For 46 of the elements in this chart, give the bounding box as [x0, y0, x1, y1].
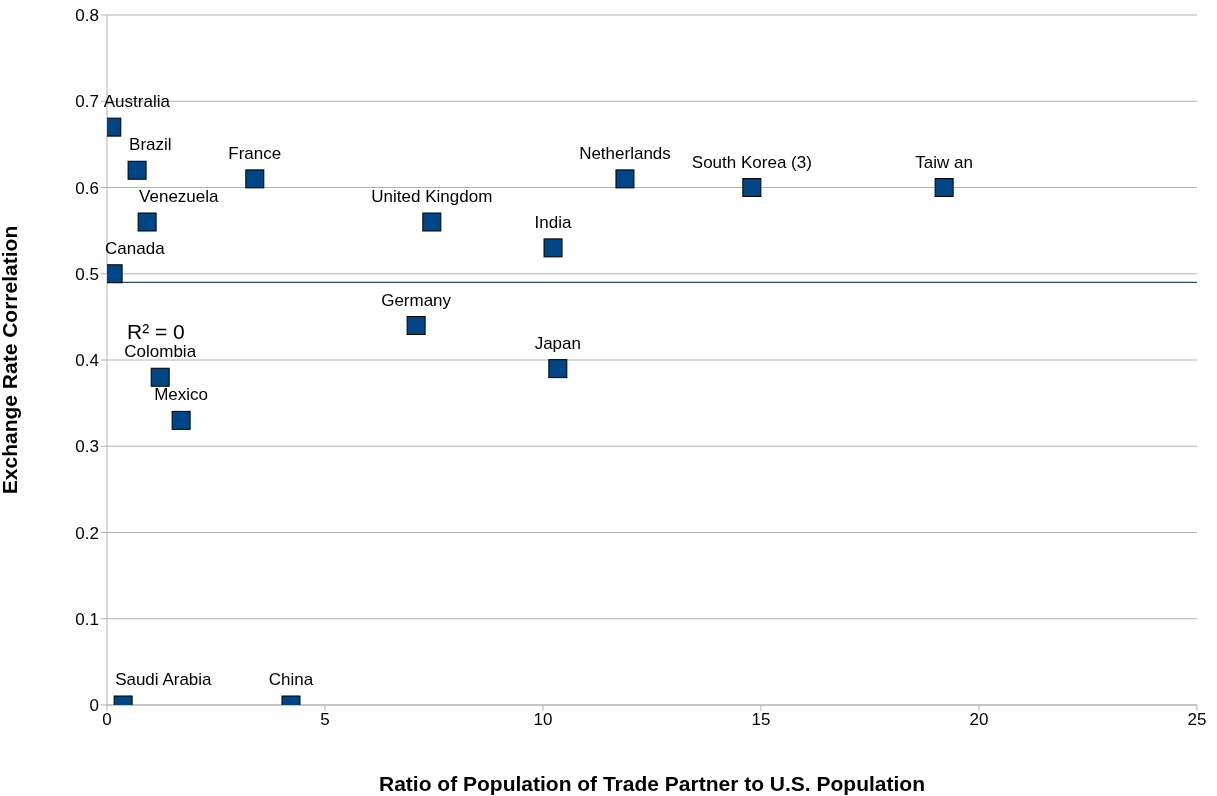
point — [150, 367, 170, 387]
annotation: Venezuela — [139, 187, 220, 206]
x-tick-label: 10 — [533, 710, 553, 730]
point — [137, 212, 157, 232]
point — [548, 359, 568, 379]
x-tick-label: 20 — [969, 710, 989, 730]
annotation: Taiw an — [915, 152, 973, 172]
x-tick-label: 25 — [1187, 710, 1207, 730]
annotation: Colombia — [124, 342, 197, 362]
point — [245, 169, 265, 189]
point — [406, 316, 426, 335]
y-tick-label: 0.6 — [75, 178, 99, 198]
annotation: Netherlands — [579, 143, 671, 163]
point — [171, 410, 191, 430]
annotation: China — [268, 670, 314, 689]
point — [934, 178, 954, 197]
annotation: Saudi Arabia — [115, 670, 213, 689]
annotation: India — [534, 212, 572, 232]
y-tick-label: 0.3 — [75, 437, 99, 457]
annotation: South Korea (3) — [691, 152, 812, 172]
y-tick-label: 0.1 — [75, 609, 99, 629]
annotation: France — [228, 143, 282, 163]
x-tick-label: 5 — [320, 710, 330, 730]
y-tick-label: 0 — [89, 696, 99, 716]
point — [127, 160, 147, 180]
y-tick-label: 0.7 — [75, 92, 99, 112]
annotation: Australia — [103, 92, 171, 112]
annotation: Germany — [381, 290, 452, 310]
annotation: Brazil — [129, 135, 172, 155]
annotation: Canada — [105, 238, 166, 258]
annotation: R² = 0 — [127, 320, 185, 344]
y-tick-label: 0.5 — [75, 264, 99, 284]
point — [422, 212, 442, 232]
annotation: United Kingdom — [371, 187, 493, 206]
point — [615, 169, 635, 189]
x-tick-label: 0 — [102, 710, 112, 730]
annotation: Japan — [534, 333, 581, 353]
y-tick-label: 0.4 — [75, 351, 99, 371]
x-axis-title: Ratio of Population of Trade Partner to U.S. Population — [378, 772, 926, 795]
point — [543, 238, 563, 258]
x-tick-label: 15 — [751, 710, 771, 730]
y-axis-title: Exchange Rate Correlation — [0, 225, 22, 495]
annotation: Mexico — [154, 385, 209, 405]
y-tick-label: 0.2 — [75, 523, 99, 543]
y-tick-label: 0.8 — [75, 6, 99, 26]
point — [742, 178, 762, 197]
